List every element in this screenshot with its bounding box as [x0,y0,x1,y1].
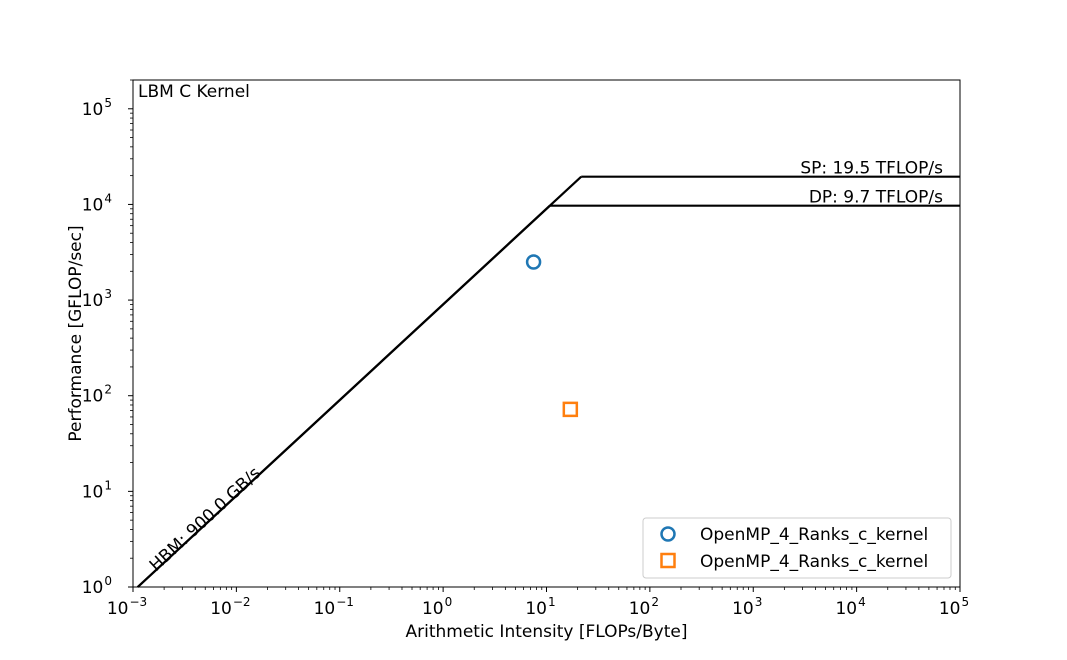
y-axis-label: Performance [GFLOP/sec] [66,225,86,441]
legend-marker-circle [660,526,676,542]
data-point-square [562,401,579,418]
x-tick-label: 10−2 [210,595,250,619]
roof-lines [136,175,960,588]
x-tick-label: 105 [939,595,969,619]
x-tick-exponent: 5 [962,595,970,609]
chart-annotation: LBM C Kernel [138,82,250,102]
legend-entry-1: OpenMP_4_Ranks_c_kernel [700,525,928,545]
y-tick-label: 105 [82,96,112,120]
bandwidth-roof-line [136,204,551,588]
x-tick-exponent: 2 [651,595,659,609]
legend-marker-square [660,552,676,569]
data-points [525,254,579,418]
x-axis-label: Arithmetic Intensity [FLOPs/Byte] [405,622,687,642]
y-tick-label: 100 [82,574,112,598]
data-point-circle [525,254,542,270]
x-tick-exponent: 0 [445,595,453,609]
x-tick-exponent: −1 [336,595,354,609]
roof-label: SP: 19.5 TFLOP/s [800,159,943,179]
roof-labels: SP: 19.5 TFLOP/s DP: 9.7 TFLOP/s [800,159,943,208]
x-tick-exponent: 4 [858,595,866,609]
x-tick-label: 103 [732,595,762,619]
x-tick-label: 100 [422,595,452,619]
y-tick-exponent: 0 [104,574,112,588]
x-tick-exponent: 1 [548,595,556,609]
legend-entry-2: OpenMP_4_Ranks_c_kernel [700,552,928,572]
x-tick-label: 10−1 [314,595,354,619]
plot-background [133,80,960,587]
legend-box [642,517,952,579]
y-tick-exponent: 1 [104,478,112,492]
y-tick-label: 104 [82,191,112,215]
x-tick-label: 10−3 [107,595,147,619]
plot-frame [132,79,961,588]
y-tick-exponent: 2 [104,383,112,397]
x-tick-label: 101 [525,595,555,619]
x-tick-exponent: 3 [755,595,763,609]
major-ticks [128,108,961,592]
legend: OpenMP_4_Ranks_c_kernel OpenMP_4_Ranks_c… [642,517,952,579]
y-tick-exponent: 5 [104,96,112,110]
x-tick-labels: 10−3 10−2 10−1 100 101 102 103 104 105 [107,595,969,619]
x-tick-exponent: −2 [233,595,251,609]
x-tick-label: 102 [629,595,659,619]
x-tick-exponent: −3 [129,595,147,609]
roof-label: DP: 9.7 TFLOP/s [809,188,943,208]
y-tick-exponent: 3 [104,287,112,301]
y-tick-label: 102 [82,383,112,407]
y-tick-label: 101 [82,478,112,502]
y-tick-label: 103 [82,287,112,311]
y-tick-exponent: 4 [104,191,112,205]
x-tick-label: 104 [835,595,865,619]
